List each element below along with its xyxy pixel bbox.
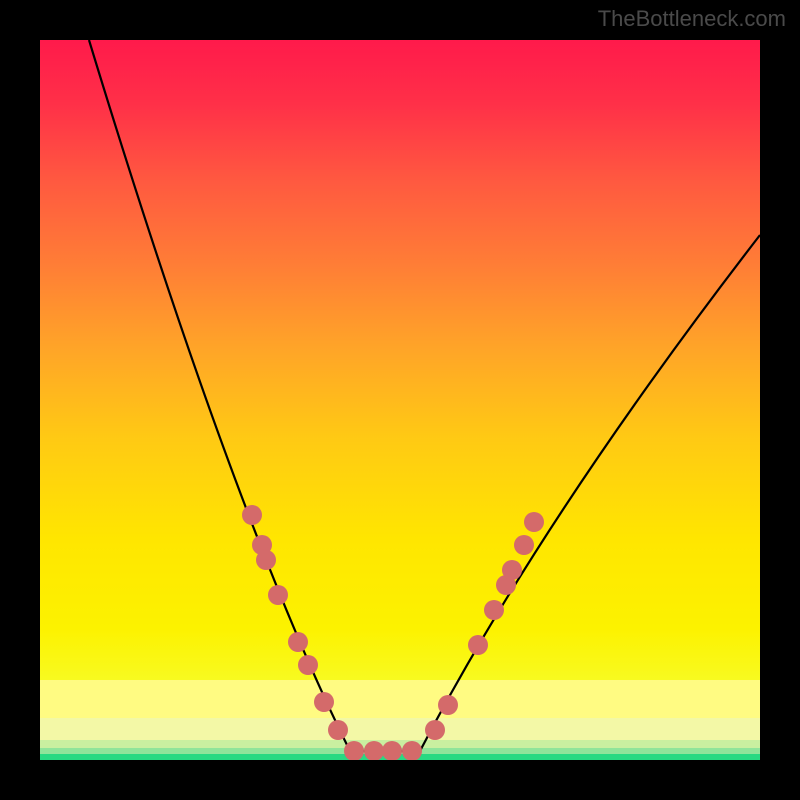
data-point-right [425, 720, 445, 740]
data-point-left [328, 720, 348, 740]
data-point-left [268, 585, 288, 605]
data-point-bottom [344, 741, 364, 760]
data-point-right [514, 535, 534, 555]
plot-area [40, 40, 760, 760]
watermark-text: TheBottleneck.com [598, 6, 786, 32]
data-point-right [524, 512, 544, 532]
data-point-bottom [382, 741, 402, 760]
bottleneck-curve [40, 40, 760, 760]
data-point-left [288, 632, 308, 652]
data-point-right [438, 695, 458, 715]
data-point-right [468, 635, 488, 655]
data-point-left [256, 550, 276, 570]
bottleneck-path [89, 40, 760, 751]
data-point-bottom [364, 741, 384, 760]
data-point-right [502, 560, 522, 580]
data-point-bottom [402, 741, 422, 760]
data-point-left [298, 655, 318, 675]
data-point-left [314, 692, 334, 712]
data-point-right [484, 600, 504, 620]
data-point-left [242, 505, 262, 525]
